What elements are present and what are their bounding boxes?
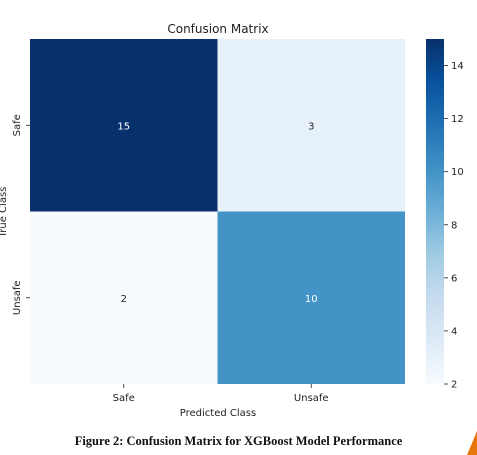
colorbar-tick-label: 4 (451, 326, 457, 337)
colorbar-tick-label: 12 (451, 114, 464, 125)
colorbar-tick-label: 2 (451, 380, 457, 391)
heatmap-cell (217, 39, 405, 212)
colorbar-tick-label: 8 (451, 220, 457, 231)
cell-value-label: 3 (308, 121, 314, 132)
x-axis-label: Predicted Class (180, 408, 256, 419)
colorbar (426, 39, 444, 384)
corner-accent (467, 431, 477, 455)
x-tick-label: Unsafe (294, 393, 329, 404)
heatmap-grid: 15 3 2 10 (30, 39, 405, 384)
colorbar-tick-label: 6 (451, 273, 457, 284)
y-tick-label: Unsafe (12, 280, 23, 315)
cell-value-label: 15 (117, 121, 130, 132)
colorbar-tick-label: 10 (451, 167, 464, 178)
x-axis-ticks: Safe Unsafe (113, 384, 329, 404)
colorbar-tick-label: 14 (451, 61, 464, 72)
y-axis-label: True Class (0, 187, 9, 239)
heatmap-cell (217, 211, 405, 384)
colorbar-ticks: 2 4 6 8 10 12 14 (444, 61, 464, 391)
y-tick-label: Safe (12, 114, 23, 136)
cell-value-label: 10 (305, 294, 318, 305)
y-axis-ticks: Safe Unsafe (12, 114, 30, 315)
confusion-matrix-chart: Confusion Matrix 15 3 2 10 Safe Unsafe Safe U… (0, 22, 464, 419)
chart-title: Confusion Matrix (167, 22, 268, 36)
x-tick-label: Safe (113, 393, 135, 404)
heatmap-cell (30, 211, 218, 384)
heatmap-cell (30, 39, 218, 212)
cell-value-label: 2 (121, 294, 127, 305)
figure-caption: Figure 2: Confusion Matrix for XGBoost M… (74, 434, 403, 448)
